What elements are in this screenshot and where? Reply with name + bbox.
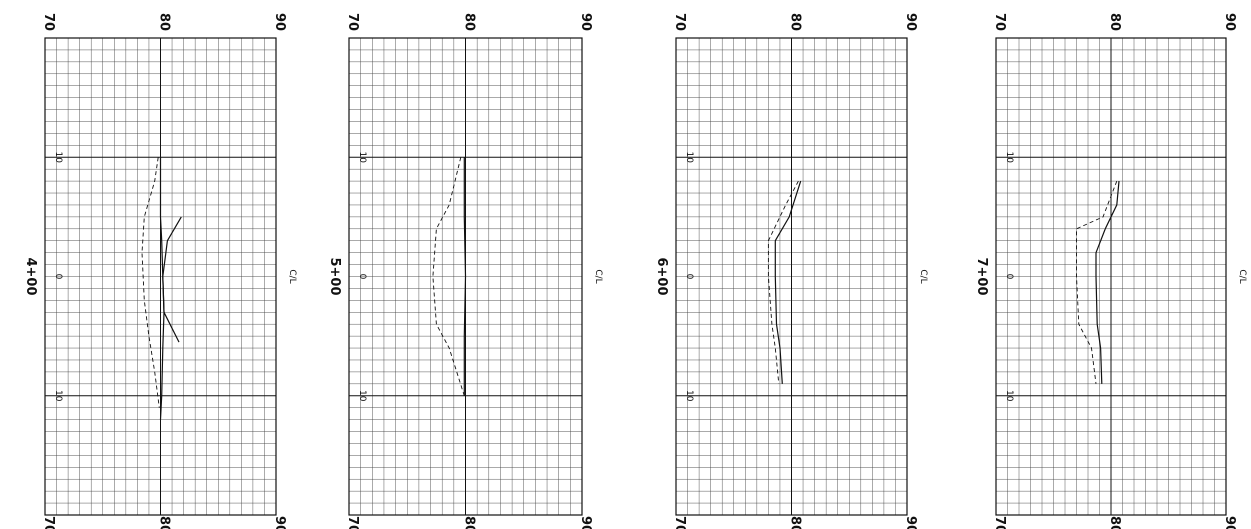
elevation-tick-label: 70 — [672, 516, 687, 529]
dashed-profile-line — [1076, 180, 1118, 384]
station-label: 7+00 — [974, 257, 989, 295]
dashed-profile-line — [141, 157, 160, 408]
offset-tick-label: 10 — [1004, 152, 1014, 164]
offset-tick-label: 10 — [357, 390, 367, 402]
cross-section-panel-4: 70 70 80 80 90 90 10 0 10 7+00 C/L — [974, 13, 1247, 529]
elevation-tick-label: 70 — [41, 516, 56, 529]
centerline-label: C/L — [918, 269, 928, 283]
elevation-tick-label: 70 — [992, 13, 1007, 31]
elevation-tick-label: 90 — [1222, 13, 1237, 31]
elevation-tick-label: 70 — [345, 13, 360, 31]
station-label: 5+00 — [327, 257, 342, 295]
station-label: 4+00 — [23, 257, 38, 295]
elevation-tick-label: 80 — [788, 516, 803, 529]
cross-section-panel-2: 70 70 80 80 90 90 10 0 10 5+00 C/L — [327, 13, 603, 529]
centerline-label: C/L — [593, 269, 603, 283]
elevation-tick-label: 80 — [1107, 13, 1122, 31]
station-label: 6+00 — [654, 257, 669, 295]
dashed-profile-line — [432, 157, 465, 396]
solid-profile-line — [162, 216, 182, 343]
elevation-tick-label: 90 — [272, 516, 287, 529]
elevation-tick-label: 90 — [578, 13, 593, 31]
offset-tick-label: 10 — [1004, 390, 1014, 402]
panel-frame — [995, 37, 1227, 516]
elevation-tick-label: 80 — [462, 13, 477, 31]
cross-section-panel-1: 70 70 80 80 90 90 10 0 10 4+00 C/L — [23, 13, 297, 529]
offset-tick-label: 10 — [357, 152, 367, 164]
offset-tick-label: 10 — [684, 152, 694, 164]
grid — [44, 37, 277, 516]
centerline-label: C/L — [1237, 269, 1247, 283]
elevation-tick-label: 90 — [272, 13, 287, 31]
dashed-profile-line — [767, 180, 799, 384]
offset-tick-label: 0 — [53, 274, 63, 280]
solid-profile-line — [463, 157, 467, 396]
elevation-tick-label: 70 — [41, 13, 56, 31]
centerline-label: C/L — [287, 269, 297, 283]
elevation-tick-label: 80 — [157, 13, 172, 31]
offset-tick-label: 0 — [684, 274, 694, 280]
elevation-tick-label: 70 — [672, 13, 687, 31]
offset-tick-label: 10 — [53, 152, 63, 164]
panel-frame — [675, 37, 908, 516]
offset-tick-label: 0 — [1004, 274, 1014, 280]
elevation-tick-label: 80 — [1107, 516, 1122, 529]
elevation-tick-label: 90 — [903, 516, 918, 529]
panel-frame — [348, 37, 583, 516]
panel-frame — [44, 37, 277, 516]
elevation-tick-label: 80 — [157, 516, 172, 529]
elevation-tick-label: 80 — [462, 516, 477, 529]
offset-tick-label: 10 — [53, 390, 63, 402]
cross-section-panel-3: 70 70 80 80 90 90 10 0 10 6+00 C/L — [654, 13, 928, 529]
offset-tick-label: 0 — [357, 274, 367, 280]
elevation-tick-label: 70 — [345, 516, 360, 529]
elevation-tick-label: 90 — [1222, 516, 1237, 529]
elevation-tick-label: 90 — [903, 13, 918, 31]
solid-profile-line — [774, 180, 802, 384]
elevation-tick-label: 80 — [788, 13, 803, 31]
elevation-tick-label: 70 — [992, 516, 1007, 529]
solid-profile-line — [1095, 181, 1120, 384]
elevation-tick-label: 90 — [578, 516, 593, 529]
offset-tick-label: 10 — [684, 390, 694, 402]
